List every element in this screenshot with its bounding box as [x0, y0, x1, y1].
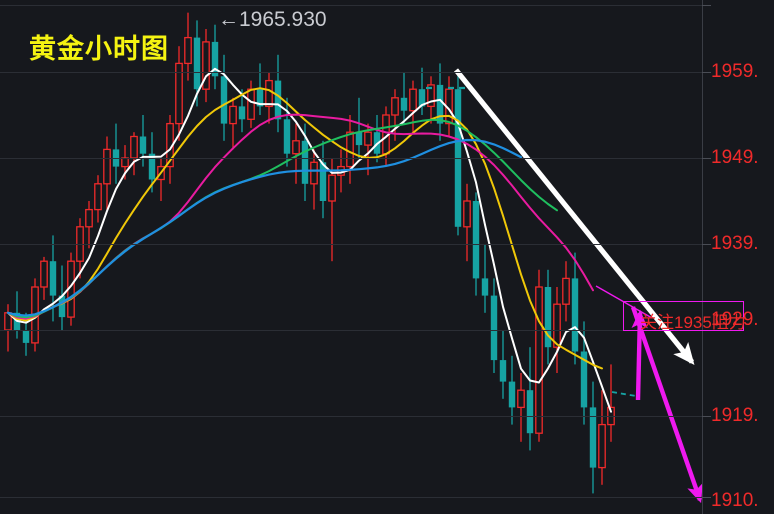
- chart-title: 黄金小时图: [29, 34, 169, 64]
- candlestick-series: [4, 12, 702, 504]
- candlestick: [58, 265, 66, 330]
- magenta-down-arrow[interactable]: [630, 306, 702, 504]
- chart-plot-area[interactable]: [0, 0, 702, 514]
- candlestick: [463, 183, 471, 262]
- candlestick: [607, 364, 615, 442]
- candlestick: [148, 132, 156, 193]
- price-axis[interactable]: 1959. 1949. 1939. 1929. 1919. 1910.: [702, 0, 774, 514]
- ma-line-blue: [6, 138, 523, 317]
- candlestick: [400, 72, 408, 124]
- candlestick: [427, 76, 435, 124]
- candlestick: [418, 67, 426, 115]
- candlestick: [391, 89, 399, 141]
- candlestick: [436, 63, 444, 141]
- candlestick: [94, 175, 102, 223]
- candlestick: [562, 261, 570, 322]
- ma-line-yellow: [7, 87, 603, 370]
- axis-tick: [702, 497, 711, 498]
- candlestick: [364, 123, 372, 176]
- ma-line-white: [7, 67, 612, 413]
- candlestick: [202, 29, 210, 103]
- candlestick: [229, 97, 237, 150]
- candlestick: [409, 80, 417, 133]
- ma-line-magenta: [7, 113, 594, 320]
- axis-tick: [702, 72, 711, 73]
- candlestick: [355, 97, 363, 158]
- candlestick: [526, 347, 534, 451]
- candlestick: [517, 373, 525, 442]
- high-price-marker: ←1965.930: [218, 8, 327, 31]
- axis-tick: [702, 244, 711, 245]
- candlestick: [175, 46, 183, 141]
- axis-label-1919: 1919.: [711, 405, 759, 426]
- gridline: [0, 244, 702, 245]
- axis-tick: [702, 5, 711, 6]
- drawing-tools-group: [426, 68, 702, 504]
- candlestick: [598, 390, 606, 485]
- candlestick: [508, 355, 516, 425]
- axis-label-1929: 1929.: [711, 309, 759, 330]
- candlestick: [274, 54, 282, 133]
- axis-label-1939: 1939.: [711, 233, 759, 254]
- candlestick: [283, 97, 291, 167]
- candlestick: [247, 80, 255, 128]
- resistance-annotation-label: 关注1935阻力: [640, 313, 746, 332]
- axis-separator: [702, 0, 703, 514]
- white-downtrend-arrow[interactable]: [453, 68, 695, 366]
- candlestick: [571, 252, 579, 365]
- candlestick: [85, 201, 93, 249]
- axis-tick: [702, 158, 711, 159]
- magenta-tail-line: [633, 311, 667, 407]
- gridline: [0, 330, 702, 331]
- gridline: [0, 416, 702, 417]
- candlestick: [184, 12, 192, 81]
- axis-label-1949: 1949.: [711, 147, 759, 168]
- candlestick: [40, 256, 48, 300]
- candlestick: [481, 244, 489, 313]
- candlestick: [238, 89, 246, 133]
- axis-label-1910: 1910.: [711, 490, 759, 511]
- gridline: [0, 5, 702, 6]
- dashed-level-marker-2: [611, 391, 637, 397]
- candlestick: [490, 278, 498, 373]
- candlestick: [346, 115, 354, 184]
- candlestick: [319, 140, 327, 219]
- candles-group: [4, 12, 615, 494]
- candlestick: [157, 158, 165, 201]
- candlestick: [499, 330, 507, 399]
- candlestick: [310, 149, 318, 210]
- candlestick: [112, 123, 120, 184]
- candlestick: [544, 269, 552, 365]
- candlestick: [211, 24, 219, 90]
- gridline: [0, 158, 702, 159]
- gridline: [0, 497, 702, 498]
- candlestick: [373, 115, 381, 163]
- moving-average-group: [6, 67, 612, 413]
- candlestick: [103, 136, 111, 210]
- gridline: [0, 72, 702, 73]
- candlestick: [220, 54, 228, 141]
- candlestick: [454, 72, 462, 236]
- axis-tick: [702, 416, 711, 417]
- resistance-annotation-box[interactable]: [623, 301, 744, 331]
- axis-label-1959: 1959.: [711, 61, 759, 82]
- candlestick: [130, 132, 138, 176]
- candlestick: [265, 72, 273, 124]
- candlestick: [535, 269, 543, 442]
- candlestick: [4, 304, 12, 352]
- candlestick: [292, 123, 300, 184]
- candlestick: [589, 381, 597, 494]
